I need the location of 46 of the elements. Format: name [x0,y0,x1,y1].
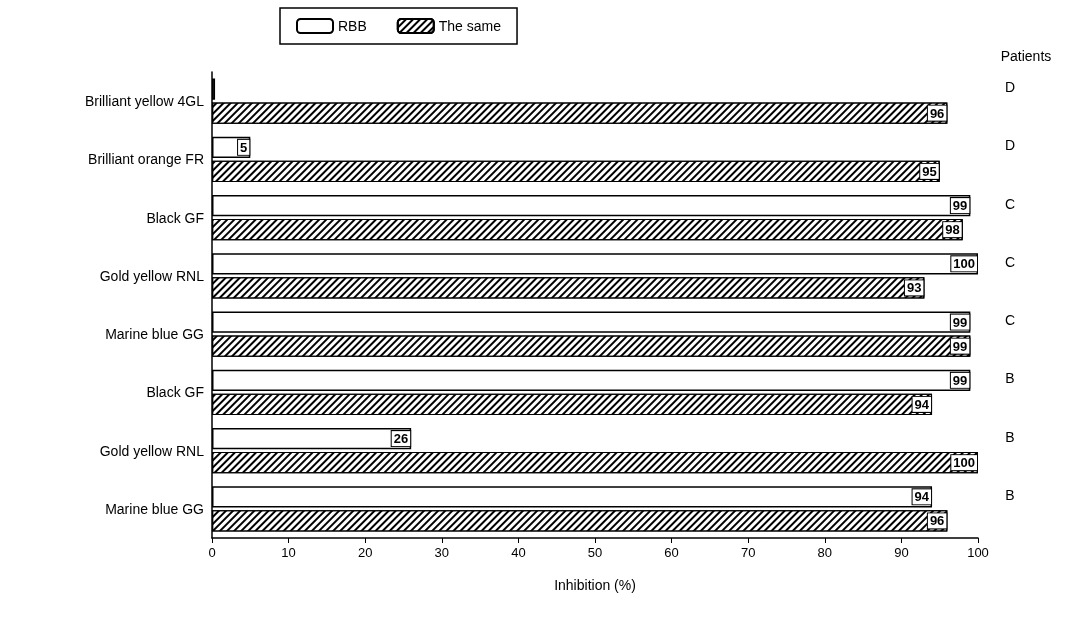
text: B [1005,370,1015,387]
data-label: 94 [914,396,930,412]
y-tick-label: Marine blue GG [105,500,204,517]
x-tick-label: 40 [511,545,526,560]
y-tick-label: Marine blue GG [105,326,204,343]
y-tick-label: Black GF [146,384,204,401]
data-label: 99 [952,314,968,330]
legend-label: The same [438,18,502,34]
text: B [1005,428,1015,445]
text: B [1005,486,1015,503]
text: C [1004,312,1016,329]
data-label: 94 [914,489,930,505]
data-label: 95 [922,163,937,179]
y-tick-label: Gold yellow RNL [99,267,205,284]
y-tick-label: Brilliant yellow 4GL [84,93,205,110]
data-label: 5 [240,139,248,155]
data-label: 96 [929,105,945,121]
x-tick-label: 20 [357,545,373,560]
x-tick-label: 70 [740,545,756,560]
data-label: 100 [953,256,975,272]
text: D [1004,79,1016,96]
x-tick-label: 10 [281,545,296,560]
data-label: 26 [393,431,409,447]
data-label: 93 [906,280,922,296]
x-tick-label: 100 [967,545,989,560]
text: C [1004,253,1016,270]
x-tick-label: 0 [208,545,216,560]
y-tick-label: Brilliant orange FR [88,151,204,168]
y-tick-label: Black GF [146,209,204,226]
x-tick-label: 80 [817,545,833,560]
data-label: 99 [952,372,968,388]
legend-label: RBB [338,18,367,34]
x-tick-label: 60 [664,545,679,560]
x-axis-title: Inhibition (%) [554,577,636,593]
data-label: 99 [952,198,968,214]
data-label: 96 [929,513,945,529]
data-label: 99 [952,338,968,354]
y-tick-label: Gold yellow RNL [99,442,205,459]
data-label: 98 [945,222,960,238]
x-tick-label: 90 [894,545,909,560]
text: D [1004,137,1016,154]
x-tick-label: 30 [434,545,450,560]
text: C [1004,195,1016,212]
x-tick-label: 50 [587,545,603,560]
text: Patients [1000,48,1052,64]
data-label: 100 [953,455,975,471]
